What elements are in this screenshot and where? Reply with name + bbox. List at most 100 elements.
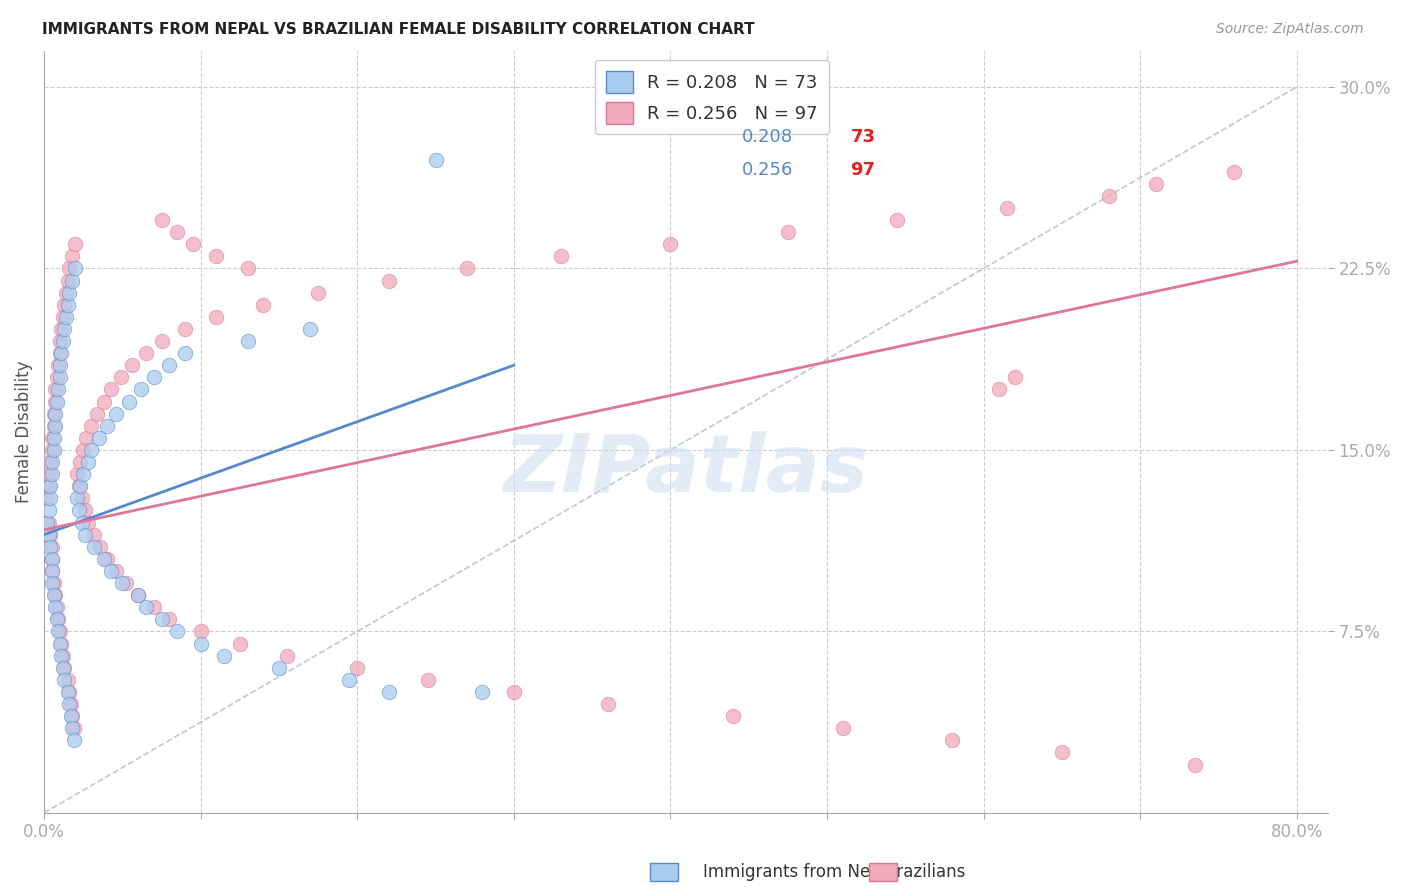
Point — [72, 467, 94, 482]
Point — [236, 261, 259, 276]
Point — [45, 394, 67, 409]
Text: Source: ZipAtlas.com: Source: ZipAtlas.com — [1216, 22, 1364, 37]
Point — [49, 358, 72, 372]
Point — [44, 394, 66, 409]
Point — [45, 612, 67, 626]
Text: 73: 73 — [851, 128, 876, 146]
Point — [157, 358, 180, 372]
Point — [236, 334, 259, 348]
Point — [89, 540, 111, 554]
Point — [51, 322, 73, 336]
Text: IMMIGRANTS FROM NEPAL VS BRAZILIAN FEMALE DISABILITY CORRELATION CHART: IMMIGRANTS FROM NEPAL VS BRAZILIAN FEMAL… — [42, 22, 755, 37]
Point — [307, 285, 329, 300]
Point — [181, 237, 204, 252]
Point — [988, 383, 1011, 397]
Point — [58, 285, 80, 300]
Text: Immigrants from Nepal: Immigrants from Nepal — [703, 863, 896, 881]
Point — [190, 636, 212, 650]
Point — [63, 721, 86, 735]
Point — [56, 274, 79, 288]
Point — [166, 225, 188, 239]
Point — [53, 298, 76, 312]
Point — [41, 442, 63, 457]
Text: ZIPatlas: ZIPatlas — [503, 431, 869, 509]
Point — [39, 491, 62, 506]
Point — [56, 298, 79, 312]
Point — [93, 551, 115, 566]
Point — [142, 370, 165, 384]
Point — [1004, 370, 1026, 384]
Point — [49, 346, 72, 360]
Point — [83, 527, 105, 541]
Point — [174, 322, 197, 336]
Text: 0.208: 0.208 — [742, 128, 793, 146]
Point — [37, 491, 59, 506]
Point — [56, 685, 79, 699]
Point — [44, 588, 66, 602]
Point — [63, 733, 86, 747]
Point — [55, 285, 77, 300]
Point — [53, 322, 76, 336]
Text: Brazilians: Brazilians — [886, 863, 966, 881]
Point — [73, 527, 96, 541]
Point — [53, 673, 76, 687]
Point — [205, 249, 228, 263]
Point — [114, 576, 136, 591]
Point — [339, 673, 361, 687]
Point — [65, 261, 87, 276]
Point — [831, 721, 853, 735]
Point — [42, 588, 65, 602]
Point — [135, 346, 157, 360]
Point — [41, 564, 63, 578]
Point — [72, 442, 94, 457]
Point — [416, 673, 439, 687]
Point — [60, 721, 83, 735]
Point — [52, 648, 75, 663]
Point — [121, 358, 143, 372]
Point — [105, 407, 128, 421]
Point — [174, 346, 197, 360]
Point — [60, 709, 83, 723]
Point — [66, 491, 89, 506]
Point — [456, 261, 478, 276]
Point — [425, 153, 447, 167]
Point — [776, 225, 799, 239]
Point — [80, 418, 103, 433]
Point — [142, 600, 165, 615]
Point — [659, 237, 682, 252]
Legend: R = 0.208   N = 73, R = 0.256   N = 97: R = 0.208 N = 73, R = 0.256 N = 97 — [595, 60, 828, 135]
Y-axis label: Female Disability: Female Disability — [15, 360, 32, 503]
Point — [105, 564, 128, 578]
Point — [96, 551, 118, 566]
Point — [83, 540, 105, 554]
Point — [1050, 746, 1073, 760]
Point — [596, 697, 619, 711]
Point — [42, 576, 65, 591]
Point — [118, 394, 141, 409]
Point — [45, 600, 67, 615]
Point — [41, 540, 63, 554]
Point — [56, 673, 79, 687]
Point — [127, 588, 149, 602]
Point — [96, 418, 118, 433]
Point — [995, 201, 1018, 215]
Point — [41, 467, 63, 482]
Point — [69, 479, 91, 493]
Point — [49, 624, 72, 639]
Point — [51, 346, 73, 360]
Point — [67, 503, 90, 517]
Point — [229, 636, 252, 650]
Point — [42, 418, 65, 433]
Point — [58, 261, 80, 276]
Point — [157, 612, 180, 626]
Point — [550, 249, 572, 263]
Point — [1184, 757, 1206, 772]
Point — [60, 274, 83, 288]
Point — [59, 697, 82, 711]
Point — [58, 697, 80, 711]
Text: 0.256: 0.256 — [742, 161, 793, 179]
Point — [38, 479, 60, 493]
Point — [1223, 164, 1246, 178]
Point — [86, 407, 108, 421]
Point — [346, 661, 368, 675]
